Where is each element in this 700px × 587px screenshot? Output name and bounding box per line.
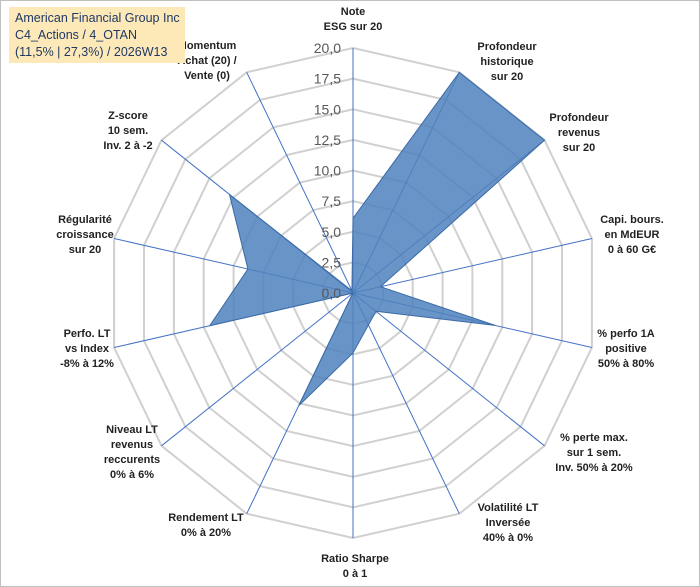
tick-label: 10,0	[314, 163, 341, 179]
axis-label: % perte max. sur 1 sem. Inv. 50% à 20%	[555, 432, 633, 474]
axis-label: Régularité croissance sur 20	[56, 214, 113, 256]
tick-label: 2,5	[322, 254, 342, 270]
axis-spoke	[246, 72, 354, 294]
axis-spoke	[352, 292, 545, 447]
tick-label: 15,0	[314, 101, 341, 117]
tick-label: 0,0	[322, 285, 342, 301]
chart-title-stats: (11,5% | 27,3%) / 2026W13	[15, 45, 168, 59]
tick-label: 7,5	[322, 193, 342, 209]
axis-label: Ratio Sharpe 0 à 1	[321, 553, 389, 580]
radar-tick-labels: 0,0 2,5 5,0 7,5 10,0 12,5 15,0 17,5 20,0	[314, 40, 341, 301]
tick-label: 20,0	[314, 40, 341, 56]
axis-label: Rendement LT 0% à 20%	[168, 512, 244, 539]
tick-label: 17,5	[314, 71, 341, 87]
axis-spoke	[161, 292, 354, 447]
axis-label: Profondeur historique sur 20	[477, 41, 537, 83]
axis-spoke	[352, 292, 460, 514]
axis-label: % perfo 1A positive 50% à 80%	[597, 328, 655, 370]
axis-label: Note ESG sur 20	[324, 6, 383, 33]
series-area	[208, 71, 546, 406]
axis-label: Niveau LT revenus reccurents 0% à 6%	[104, 424, 160, 481]
axis-label: Volatilité LT Inversée 40% à 0%	[478, 502, 539, 544]
axis-label: Capi. bours. en MdEUR 0 à 60 G€	[600, 214, 664, 256]
axis-label: Perfo. LT vs Index -8% à 12%	[60, 328, 114, 370]
axis-label: Momentum Achat (20) / Vente (0)	[177, 40, 236, 82]
tick-label: 5,0	[322, 224, 342, 240]
axis-label: Profondeur revenus sur 20	[549, 112, 609, 154]
radar-axis-labels: Note ESG sur 20 Profondeur historique sur 20…	[56, 6, 664, 580]
chart-title-category: C4_Actions / 4_OTAN	[15, 28, 138, 42]
axis-label: Z-score 10 sem. Inv. 2 à -2	[103, 110, 152, 152]
radar-series	[208, 71, 546, 406]
tick-label: 12,5	[314, 132, 341, 148]
chart-title-company: American Financial Group Inc	[15, 11, 180, 25]
axis-spoke	[352, 238, 593, 294]
chart-title-box: American Financial Group Inc C4_Actions …	[9, 7, 185, 63]
